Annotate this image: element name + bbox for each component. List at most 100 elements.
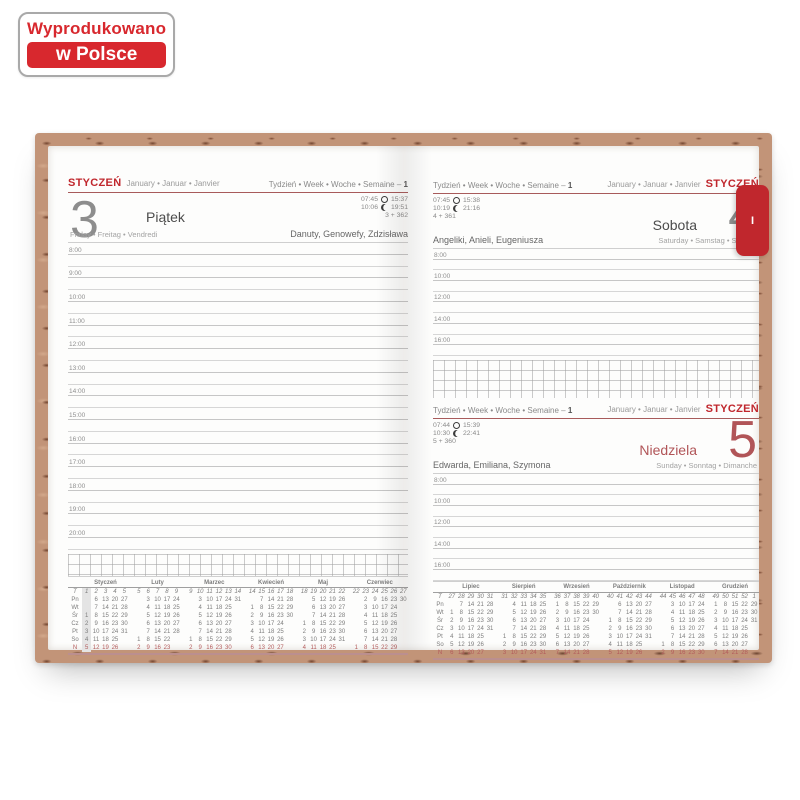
mini-day-cell: 28 [390, 637, 398, 643]
mini-day-cell: 2 [661, 649, 665, 656]
mini-day-cell: 17 [267, 621, 275, 627]
mini-day-cell: 11 [679, 609, 686, 616]
mini-day-cell: 31 [539, 649, 547, 656]
mini-day-cell: 3 [502, 649, 507, 656]
mini-day-cell: 22 [477, 609, 484, 616]
mini-day-cell: 14 [467, 601, 475, 608]
mini-day-cell: 7 [146, 629, 150, 635]
mini-day-cell: 14 [722, 649, 729, 656]
mini-day-cell: 30 [286, 613, 294, 619]
sunday-section: Tydzień • Week • Woche • Semaine – 1 Jan… [433, 402, 759, 581]
mini-week-number: 29 [467, 593, 475, 600]
mini-day-cell: 13 [102, 597, 109, 603]
mini-day-cell: 9 [146, 645, 150, 651]
mini-day-cell: 23 [477, 617, 484, 624]
mini-day-cell [134, 596, 143, 604]
mini-day-cell: 27 [173, 621, 180, 627]
mini-day-cell: 29 [592, 601, 599, 608]
mini-day-cell: 25 [697, 609, 705, 616]
mini-day-cell: 24 [390, 605, 398, 611]
time-slot-row: 9:00 [68, 267, 408, 279]
mini-day-cell: 5 [608, 649, 612, 656]
time-slot-row [433, 485, 759, 496]
mini-day-cell: 6 [450, 649, 454, 656]
mini-day-cell: 14 [102, 605, 109, 611]
mini-day-cell [172, 636, 181, 644]
mini-week-number: 3 [103, 589, 108, 595]
mini-day-cell: 24 [329, 637, 336, 643]
mini-day-cell [605, 609, 615, 617]
mini-day-cell [591, 617, 601, 625]
time-slot-row [68, 373, 408, 385]
time-label: 16:00 [69, 435, 86, 443]
mini-day-cell [749, 625, 759, 633]
mini-day-label: Pn [71, 597, 79, 603]
mini-day-cell [186, 612, 195, 620]
mini-day-cell: 26 [390, 621, 398, 627]
mini-day-cell: 28 [486, 601, 494, 608]
mini-day-cell: 3 [250, 621, 254, 627]
mini-day-cell: 17 [688, 601, 696, 608]
mini-day-cell: 29 [390, 645, 398, 651]
mini-day-cell: 18 [573, 625, 580, 632]
mini-day-cell: 17 [626, 633, 633, 640]
mini-day-cell: 19 [215, 613, 223, 619]
mini-day-cell: 30 [338, 629, 346, 635]
time-slot-row: 17:00 [68, 455, 408, 468]
mini-day-cell: 22 [688, 641, 696, 648]
mini-day-cell: 27 [477, 649, 484, 656]
mini-day-cell: 25 [329, 645, 336, 651]
mini-day-cell: 11 [206, 605, 213, 611]
mini-day-cell: 12 [722, 633, 729, 640]
mini-day-cell: 6 [714, 641, 718, 648]
mini-day-cell: 14 [206, 629, 213, 635]
hour-schedule: 8:00 9:00 10:00 11:00 12:00 13:00 14:00 15:00 16… [68, 243, 408, 550]
mini-day-cell: 13 [520, 617, 528, 624]
mini-day-cell: 14 [563, 649, 571, 656]
mini-calendar-table: Lipiec Sierpień Wrzesień Październik Listopa… [433, 582, 759, 657]
mini-week-number: 33 [520, 593, 528, 600]
mini-day-cell: 13 [258, 645, 265, 651]
time-label: 8:00 [69, 246, 82, 254]
mini-day-label: Wt [71, 605, 79, 611]
day-name-pl: Niedziela [639, 441, 697, 458]
mini-week-number: 31 [486, 593, 494, 600]
mini-day-cell: 10 [458, 625, 465, 632]
mini-day-cell [749, 633, 759, 641]
mini-day-cell [352, 604, 361, 612]
moon-times: 10:06 19:51 [360, 204, 408, 211]
time-slot-row: 8:00 [68, 243, 408, 255]
mini-day-cell [300, 604, 309, 612]
mini-day-cell: 4 [670, 609, 675, 616]
mini-week-number: 20 [319, 589, 327, 595]
time-label: 12:00 [434, 519, 451, 527]
mini-day-cell: 16 [102, 621, 109, 627]
mini-day-cell [749, 641, 759, 649]
mini-day-cell: 23 [582, 609, 590, 616]
day-name-intl: Friday • Freitag • Vendredi [70, 230, 158, 239]
mini-day-cell: 9 [512, 641, 516, 648]
mini-week-number: 46 [678, 593, 686, 600]
mini-day-cell: 23 [277, 613, 284, 619]
time-label: 9:00 [69, 270, 82, 278]
mini-day-cell: 24 [582, 617, 590, 624]
mini-day-cell: 29 [750, 601, 758, 608]
mini-day-cell: 4 [608, 641, 612, 648]
mini-week-number: 44 [645, 593, 652, 600]
mini-day-cell: 5 [146, 613, 150, 619]
mini-day-cell: 6 [670, 625, 675, 632]
mini-week-number: 6 [146, 589, 150, 595]
mini-day-cell: 25 [582, 625, 590, 632]
mini-day-cell: 13 [458, 649, 465, 656]
time-slot-row: 11:00 [68, 314, 408, 326]
time-label: 18:00 [69, 482, 86, 490]
mini-week-number: 49 [712, 593, 720, 600]
mini-day-cell: 8 [364, 645, 368, 651]
mini-week-number: 31 [501, 593, 508, 600]
mini-day-cell: 20 [635, 601, 643, 608]
mini-day-cell: 6 [364, 629, 368, 635]
mini-day-cell: 10 [310, 637, 317, 643]
mini-day-cell: 2 [450, 617, 454, 624]
mini-day-cell: 29 [338, 621, 346, 627]
mini-day-cell: 7 [512, 625, 516, 632]
